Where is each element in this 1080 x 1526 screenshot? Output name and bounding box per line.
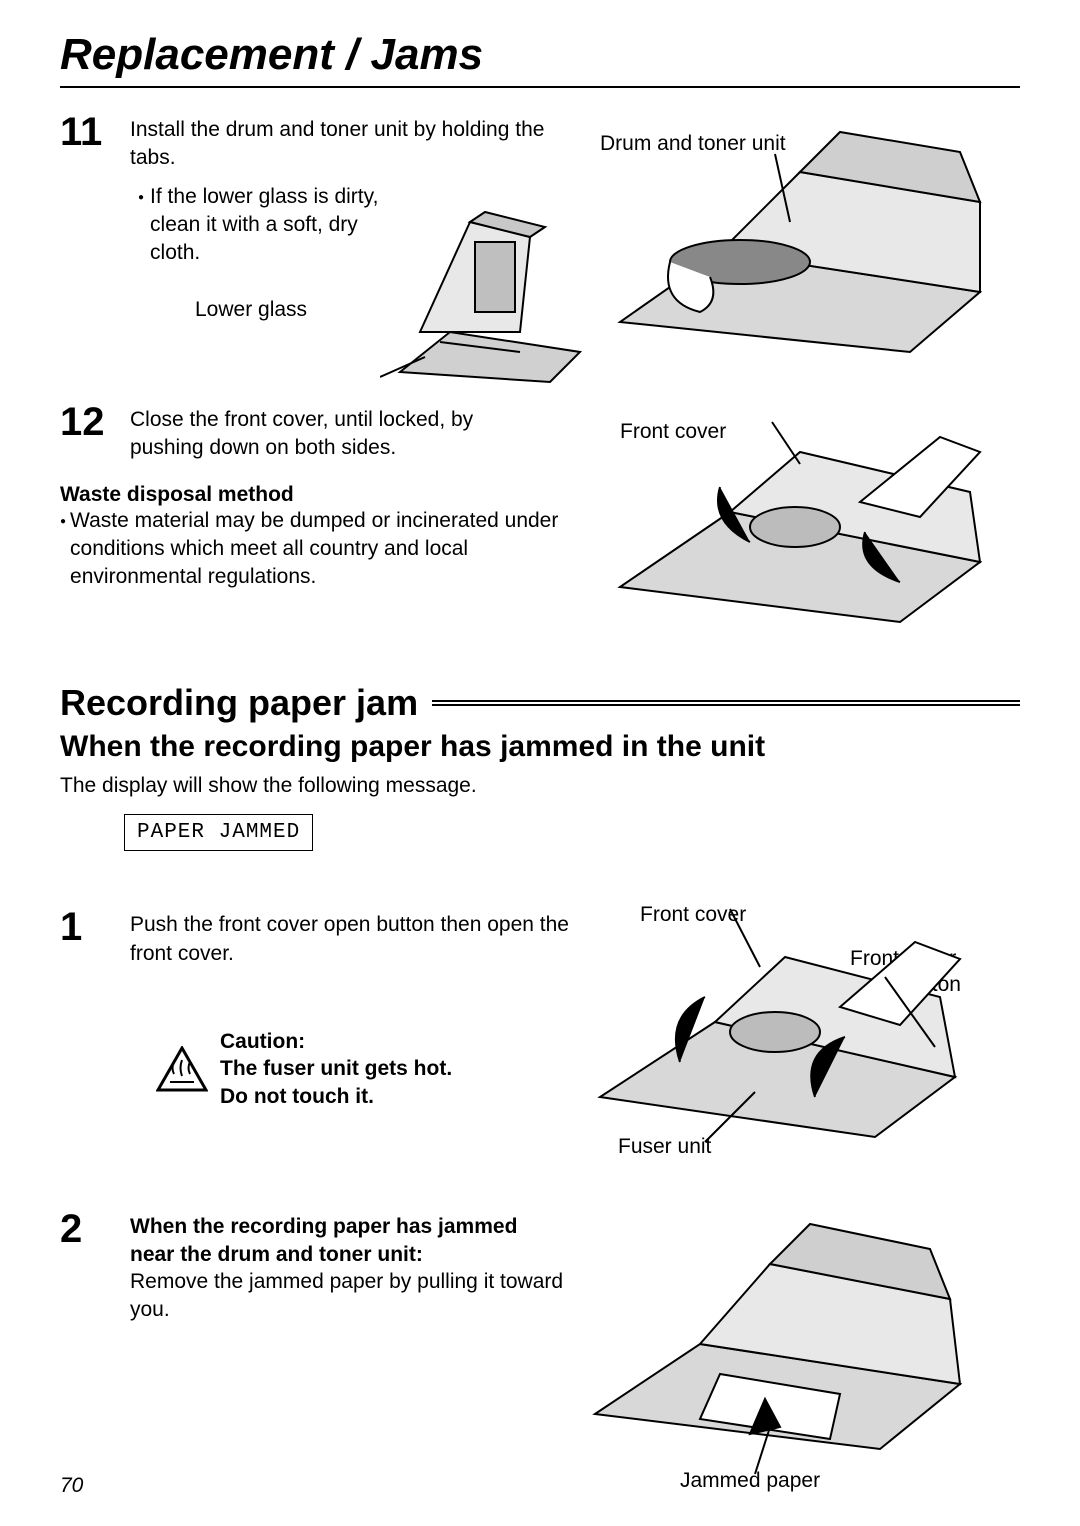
waste-body: Waste material may be dumped or incinera…: [60, 507, 590, 592]
page-title: Replacement / Jams: [60, 30, 1020, 88]
jam-step-2-section: 2 When the recording paper has jammed ne…: [60, 1209, 1020, 1509]
jam-heading-row: Recording paper jam: [60, 682, 1020, 724]
step-12-text: Close the front cover, until locked, by …: [130, 402, 550, 463]
jam-step-2-heading-2: near the drum and toner unit:: [130, 1241, 570, 1268]
step-11-text: Install the drum and toner unit by holdi…: [130, 112, 550, 173]
jam-step-1-illustration: [585, 897, 995, 1167]
caution-hot-icon: [156, 1046, 208, 1092]
jam-step-2-illustration: [580, 1209, 980, 1479]
jam-step-2-number: 2: [60, 1209, 130, 1249]
step-11-section: 11 Install the drum and toner unit by ho…: [60, 112, 1020, 402]
waste-body-text: Waste material may be dumped or incinera…: [70, 507, 590, 592]
jam-heading: Recording paper jam: [60, 682, 418, 724]
display-message: PAPER JAMMED: [124, 814, 313, 851]
jam-step-1-text: Push the front cover open button then op…: [130, 907, 570, 968]
jam-step-2-text-block: When the recording paper has jammed near…: [130, 1209, 570, 1324]
jam-intro: The display will show the following mess…: [60, 772, 1020, 800]
step-11-bullet-block: If the lower glass is dirty, clean it wi…: [138, 183, 398, 268]
jam-heading-rule: [432, 700, 1020, 706]
jam-step-2-heading-1: When the recording paper has jammed: [130, 1213, 570, 1240]
caution-line-1: Caution:: [220, 1028, 452, 1055]
caution-text: Caution: The fuser unit gets hot. Do not…: [220, 1028, 452, 1110]
step-11-number: 11: [60, 112, 130, 152]
step-12-section: 12 Close the front cover, until locked, …: [60, 402, 1020, 642]
caution-line-3: Do not touch it.: [220, 1083, 452, 1110]
jam-step-1-section: 1 Push the front cover open button then …: [60, 907, 1020, 1187]
step-12-number: 12: [60, 402, 130, 442]
jam-subheading: When the recording paper has jammed in t…: [60, 730, 1020, 764]
step-11-bullet: If the lower glass is dirty, clean it wi…: [138, 183, 398, 268]
page-number: 70: [60, 1474, 83, 1498]
step-11-large-illustration: [600, 112, 1000, 372]
step-11-small-illustration: [380, 182, 590, 392]
step-12-illustration: [600, 392, 1000, 642]
jam-step-2-body: Remove the jammed paper by pulling it to…: [130, 1268, 570, 1325]
step-11-bullet-text: If the lower glass is dirty, clean it wi…: [150, 183, 398, 268]
caution-line-2: The fuser unit gets hot.: [220, 1055, 452, 1082]
jam-step-1-number: 1: [60, 907, 130, 947]
